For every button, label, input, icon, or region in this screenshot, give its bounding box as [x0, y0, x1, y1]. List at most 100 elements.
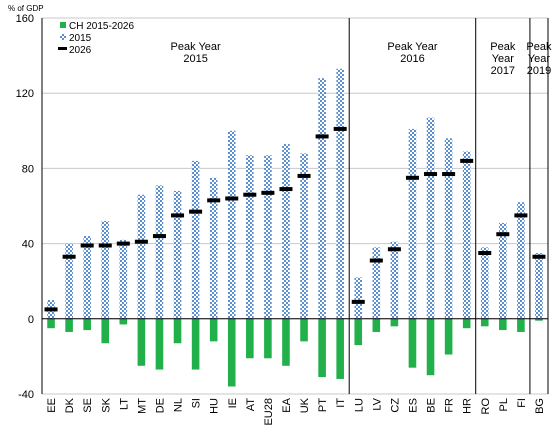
marker-2026-AT	[243, 192, 257, 197]
bar-change-CZ	[390, 318, 399, 327]
marker-2026-BE	[424, 172, 438, 177]
bar-change-BE	[426, 318, 435, 376]
marker-2026-PT	[315, 134, 329, 139]
bar-change-IE	[227, 318, 236, 387]
bar-2015-IE	[227, 130, 236, 319]
marker-2026-LT	[116, 241, 130, 246]
x-tick-label: PT	[317, 398, 329, 412]
x-tick-label: ES	[407, 398, 419, 413]
y-axis-label: % of GDP	[8, 4, 44, 13]
legend-swatch-2015	[60, 34, 66, 40]
bar-2015-EU28	[264, 155, 272, 319]
x-tick-label: LT	[118, 398, 130, 410]
marker-2026-HR	[460, 158, 474, 163]
marker-2026-SK	[98, 243, 112, 248]
marker-2026-SE	[80, 243, 94, 248]
bar-change-DK	[65, 318, 73, 332]
marker-2026-DE	[152, 234, 166, 239]
bar-change-PL	[499, 318, 507, 331]
marker-2026-CZ	[387, 247, 401, 252]
bar-2015-PT	[318, 78, 326, 319]
bar-2015-IT	[336, 68, 344, 319]
marker-2026-LV	[369, 258, 383, 263]
bar-2015-LT	[119, 239, 128, 319]
marker-2026-IE	[225, 196, 239, 201]
group-label: Peak Year	[171, 41, 221, 53]
bar-2015-EA	[282, 143, 290, 319]
bar-change-LV	[372, 318, 381, 332]
group-label: Peak	[526, 41, 552, 53]
bar-change-AT	[246, 318, 254, 359]
marker-2026-SI	[189, 209, 203, 214]
x-tick-label: UK	[299, 397, 311, 413]
marker-2026-PL	[496, 232, 510, 237]
bar-change-PT	[318, 318, 326, 378]
marker-2026-LU	[351, 299, 365, 304]
bar-change-RO	[480, 318, 489, 327]
bar-2015-SK	[101, 221, 110, 319]
marker-2026-DK	[62, 254, 76, 259]
x-tick-label: DK	[64, 397, 76, 413]
x-tick-label: FR	[444, 398, 456, 413]
y-tick-label: 0	[28, 314, 34, 326]
group-label: Year	[528, 53, 551, 65]
bar-2015-HR	[462, 151, 471, 319]
bar-change-EA	[282, 318, 290, 366]
x-tick-label: PL	[498, 398, 510, 411]
bar-2015-FI	[517, 202, 525, 319]
marker-2026-IT	[333, 126, 347, 131]
bar-change-SI	[191, 318, 200, 370]
group-label: 2015	[183, 53, 207, 65]
bar-change-DE	[155, 318, 164, 370]
marker-2026-MT	[134, 239, 148, 244]
x-tick-label: MT	[136, 398, 148, 414]
marker-2026-NL	[171, 213, 185, 218]
marker-2026-ES	[405, 175, 419, 180]
bar-change-BG	[535, 318, 543, 321]
x-tick-label: LU	[353, 398, 365, 412]
x-tick-label: EE	[46, 398, 58, 413]
x-tick-label: SK	[100, 397, 112, 412]
bar-2015-BG	[535, 253, 543, 319]
x-tick-label: EA	[281, 397, 293, 412]
group-label: Peak Year	[387, 41, 437, 53]
marker-2026-BG	[532, 254, 546, 259]
bar-change-LT	[119, 318, 128, 325]
bar-2015-NL	[173, 190, 182, 319]
marker-2026-RO	[478, 251, 492, 255]
bar-change-FI	[517, 318, 525, 332]
bar-2015-PL	[499, 222, 507, 319]
bar-change-ES	[408, 318, 417, 368]
bar-change-HU	[209, 318, 218, 342]
bar-2015-CZ	[390, 241, 399, 319]
x-tick-label: RO	[480, 398, 492, 415]
y-tick-label: 160	[16, 13, 34, 25]
x-tick-label: BE	[426, 398, 438, 413]
bar-2015-BE	[426, 117, 435, 319]
bar-2015-SE	[83, 236, 91, 319]
x-tick-label: CZ	[389, 398, 401, 413]
marker-2026-UK	[297, 173, 311, 178]
y-tick-label: 120	[16, 88, 34, 100]
bar-2015-FR	[444, 138, 453, 319]
bar-change-EE	[47, 318, 55, 329]
bar-change-LU	[354, 318, 363, 346]
bar-change-SK	[101, 318, 110, 344]
bar-change-UK	[300, 318, 308, 342]
bar-change-MT	[137, 318, 146, 366]
bar-2015-UK	[300, 153, 308, 319]
bar-2015-DE	[155, 185, 164, 319]
bar-change-NL	[173, 318, 182, 344]
bar-2015-LV	[372, 247, 381, 319]
x-tick-label: BG	[534, 398, 546, 414]
marker-2026-FR	[442, 172, 456, 177]
x-tick-label: AT	[245, 398, 257, 412]
x-tick-label: SE	[82, 398, 94, 413]
legend-label-2015: 2015	[69, 33, 92, 44]
bar-change-HR	[462, 318, 471, 329]
bar-2015-AT	[246, 155, 254, 319]
bar-change-EU28	[264, 318, 272, 359]
group-label: 2017	[491, 65, 515, 77]
x-tick-label: EU28	[263, 398, 275, 426]
